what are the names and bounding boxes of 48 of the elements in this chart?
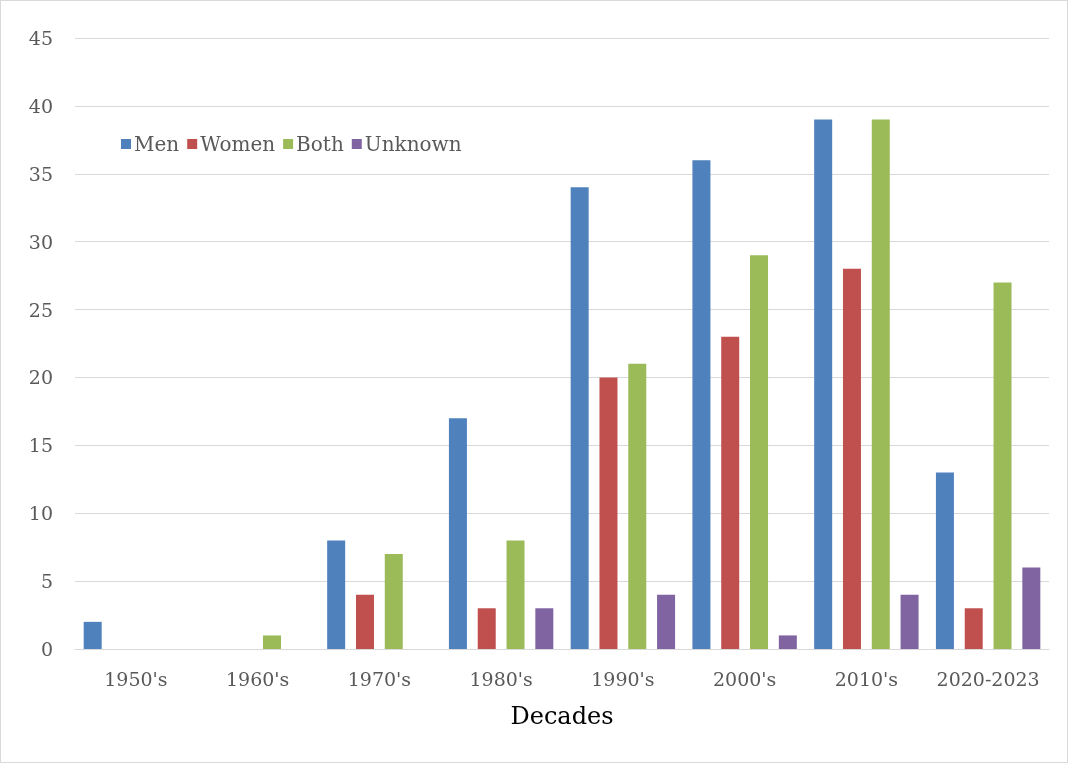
bar [900, 594, 919, 649]
y-tick-label: 10 [28, 502, 53, 525]
bar [842, 268, 861, 649]
x-tick-label: 1970's [347, 667, 412, 690]
y-tick-label: 45 [28, 27, 53, 49]
bar [327, 540, 346, 649]
bar [83, 621, 102, 649]
legend-label: Women [200, 132, 276, 156]
bar [814, 119, 833, 649]
bar [506, 540, 525, 649]
x-axis-title: Decades [510, 702, 614, 730]
y-tick-label: 40 [28, 94, 53, 117]
bar [935, 472, 954, 649]
y-tick-label: 25 [28, 298, 53, 321]
x-tick-label: 1990's [591, 667, 655, 690]
bar [384, 553, 403, 649]
bar [570, 187, 589, 649]
y-tick-label: 35 [28, 162, 53, 185]
x-tick-label: 2020-2023 [936, 667, 1040, 690]
bar [871, 119, 890, 649]
bar [993, 282, 1012, 649]
bar [448, 418, 467, 649]
x-tick-label: 2010's [834, 667, 899, 690]
y-tick-label: 30 [28, 230, 53, 253]
bar [1022, 567, 1041, 649]
legend-label: Unknown [364, 132, 462, 156]
bar [477, 608, 496, 649]
y-tick-label: 15 [28, 434, 53, 457]
bar [355, 594, 374, 649]
bar [778, 635, 797, 649]
x-tick-label: 1950's [104, 667, 168, 690]
y-tick-label: 0 [40, 638, 53, 660]
x-tick-label: 1960's [225, 667, 290, 690]
bar [628, 363, 647, 649]
y-tick-label: 5 [40, 570, 53, 593]
legend-label: Men [134, 132, 180, 156]
x-tick-label: 1980's [469, 667, 533, 690]
bar [657, 594, 676, 649]
bar [692, 160, 711, 649]
bar [263, 635, 282, 649]
y-tick-label: 20 [28, 366, 53, 389]
bar [535, 608, 554, 649]
bar [964, 608, 983, 649]
x-tick-label: 2000's [712, 667, 777, 690]
legend-label: Both [296, 132, 344, 156]
bar [750, 255, 769, 649]
bar [721, 336, 740, 649]
bar [599, 377, 618, 649]
